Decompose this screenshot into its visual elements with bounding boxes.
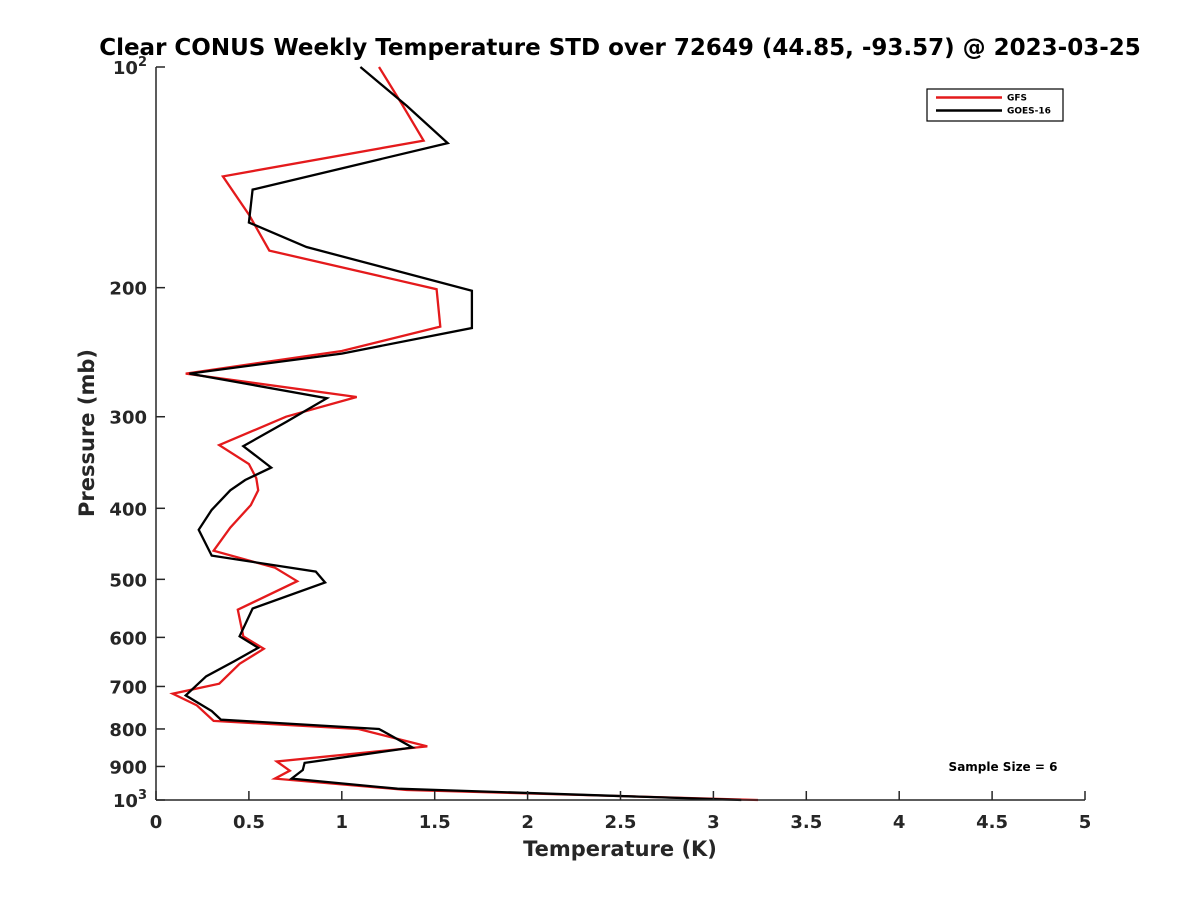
y-tick-label: 300 — [109, 408, 147, 429]
legend-label-goes16: GOES-16 — [1007, 107, 1051, 117]
x-tick-label: 4.5 — [976, 812, 1008, 833]
y-tick-label: 500 — [109, 570, 147, 591]
y-tick-label: 800 — [109, 720, 147, 741]
x-tick-label: 1 — [336, 812, 349, 833]
x-ticks: 0 0.5 1 1.5 2 2.5 3 3.5 4 4.5 5 — [150, 791, 1092, 833]
series-line-goes-16 — [183, 66, 742, 802]
y-axis-label: Pressure (mb) — [75, 349, 99, 517]
y-tick-base: 10 — [113, 791, 138, 812]
x-tick-label: 3.5 — [790, 812, 822, 833]
y-tick-base: 10 — [113, 58, 138, 79]
x-tick-label: 1.5 — [419, 812, 451, 833]
x-axis-label: Temperature (K) — [523, 837, 717, 861]
y-tick-exponent: 2 — [138, 55, 147, 70]
series-line-gfs — [169, 66, 759, 802]
y-tick-label: 102 — [113, 55, 147, 79]
y-tick-label: 600 — [109, 628, 147, 649]
x-tick-label: 2 — [521, 812, 534, 833]
sample-size-annotation: Sample Size = 6 — [949, 760, 1058, 774]
legend-label-gfs: GFS — [1007, 94, 1027, 104]
y-tick-label: 900 — [109, 757, 147, 778]
x-tick-label: 3 — [707, 812, 720, 833]
y-tick-label: 200 — [109, 279, 147, 300]
legend: GFS GOES-16 — [926, 88, 1064, 122]
chart-title: Clear CONUS Weekly Temperature STD over … — [99, 35, 1141, 61]
x-tick-label: 4 — [893, 812, 906, 833]
x-tick-label: 2.5 — [605, 812, 637, 833]
y-tick-label: 400 — [109, 499, 147, 520]
x-tick-label: 5 — [1079, 812, 1092, 833]
x-tick-label: 0.5 — [233, 812, 265, 833]
series-layer — [169, 66, 759, 802]
x-tick-label: 0 — [150, 812, 163, 833]
legend-box — [926, 88, 1064, 122]
y-tick-label: 700 — [109, 677, 147, 698]
y-tick-exponent: 3 — [138, 788, 147, 803]
y-tick-label: 103 — [113, 788, 147, 812]
